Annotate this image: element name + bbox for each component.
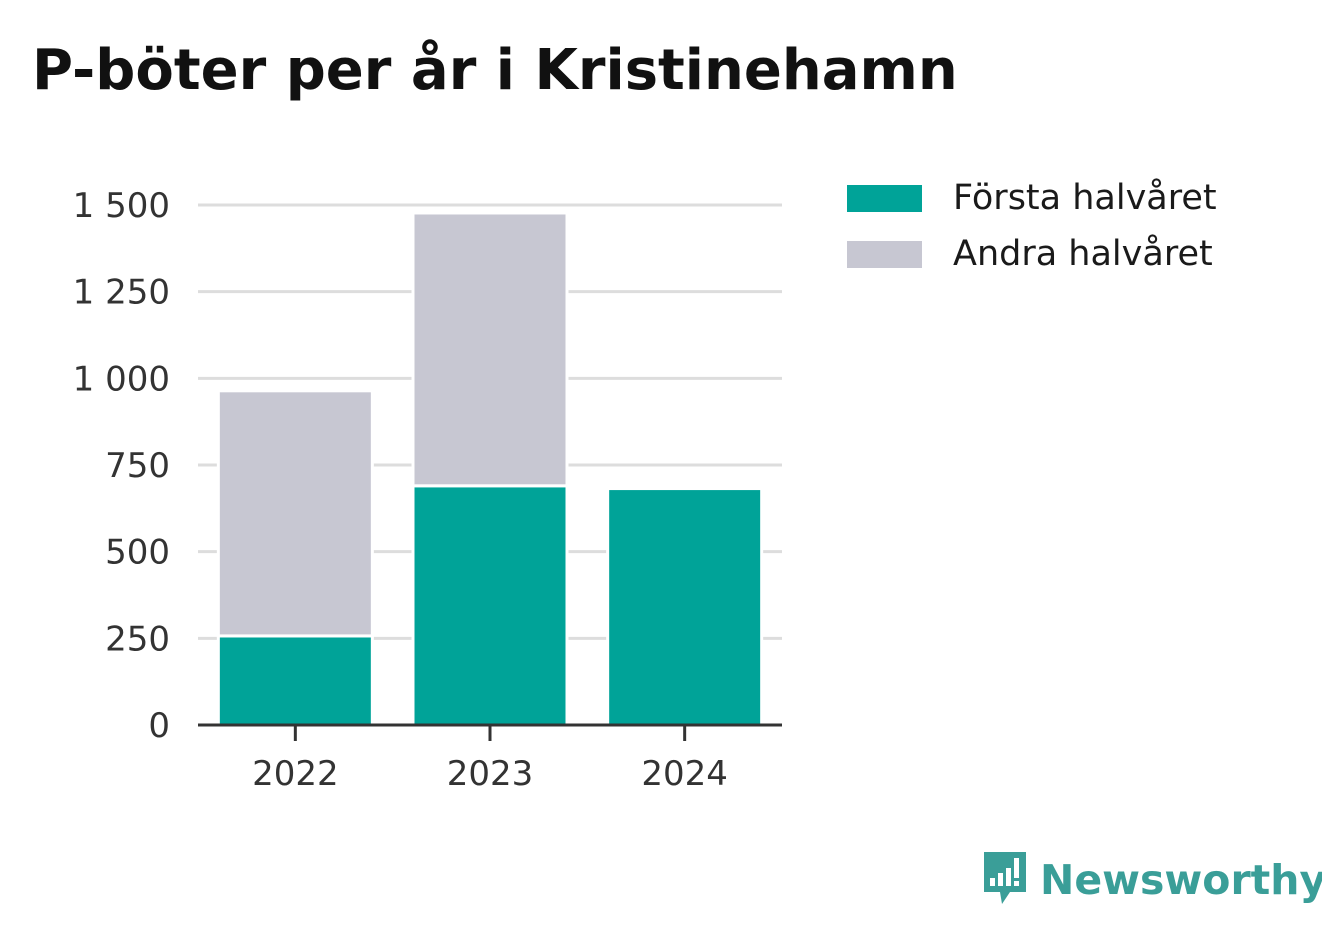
- bars: [216, 211, 764, 727]
- bar-2022-second-half[interactable]: [216, 389, 374, 638]
- bar-2023-second-half[interactable]: [411, 211, 569, 488]
- x-tick-label: 2024: [641, 754, 728, 794]
- x-tick-label: 2022: [252, 754, 339, 794]
- y-tick-label: 750: [105, 446, 170, 486]
- legend-label-first-half: Första halvåret: [953, 178, 1217, 218]
- bar-2023-first-half[interactable]: [411, 484, 569, 727]
- x-tick-label: 2023: [447, 754, 534, 794]
- bar-2022-first-half[interactable]: [216, 634, 374, 727]
- brand-name: Newsworthy: [1040, 856, 1322, 904]
- y-tick-label: 1 250: [73, 273, 170, 313]
- bar-2024-first-half[interactable]: [606, 487, 764, 727]
- y-tick-label: 1 000: [73, 359, 170, 399]
- legend-label-second-half: Andra halvåret: [953, 234, 1213, 274]
- y-tick-label: 0: [148, 706, 170, 746]
- legend-item-second-half[interactable]: Andra halvåret: [847, 226, 1217, 282]
- y-tick-label: 250: [105, 619, 170, 659]
- y-tick-label: 500: [105, 533, 170, 573]
- legend-swatch-second-half: [847, 240, 922, 268]
- y-tick-label: 1 500: [73, 186, 170, 226]
- newsworthy-logo-icon: [980, 848, 1030, 912]
- chart-title: P-böter per år i Kristinehamn: [32, 38, 958, 103]
- brand[interactable]: Newsworthy: [980, 848, 1322, 912]
- legend-item-first-half[interactable]: Första halvåret: [847, 170, 1217, 226]
- legend-swatch-first-half: [847, 184, 922, 212]
- axes: 0 250 500 750 1 000 1 250 1 500 2022 2023 2024: [73, 186, 782, 794]
- legend: Första halvåret Andra halvåret: [847, 170, 1217, 282]
